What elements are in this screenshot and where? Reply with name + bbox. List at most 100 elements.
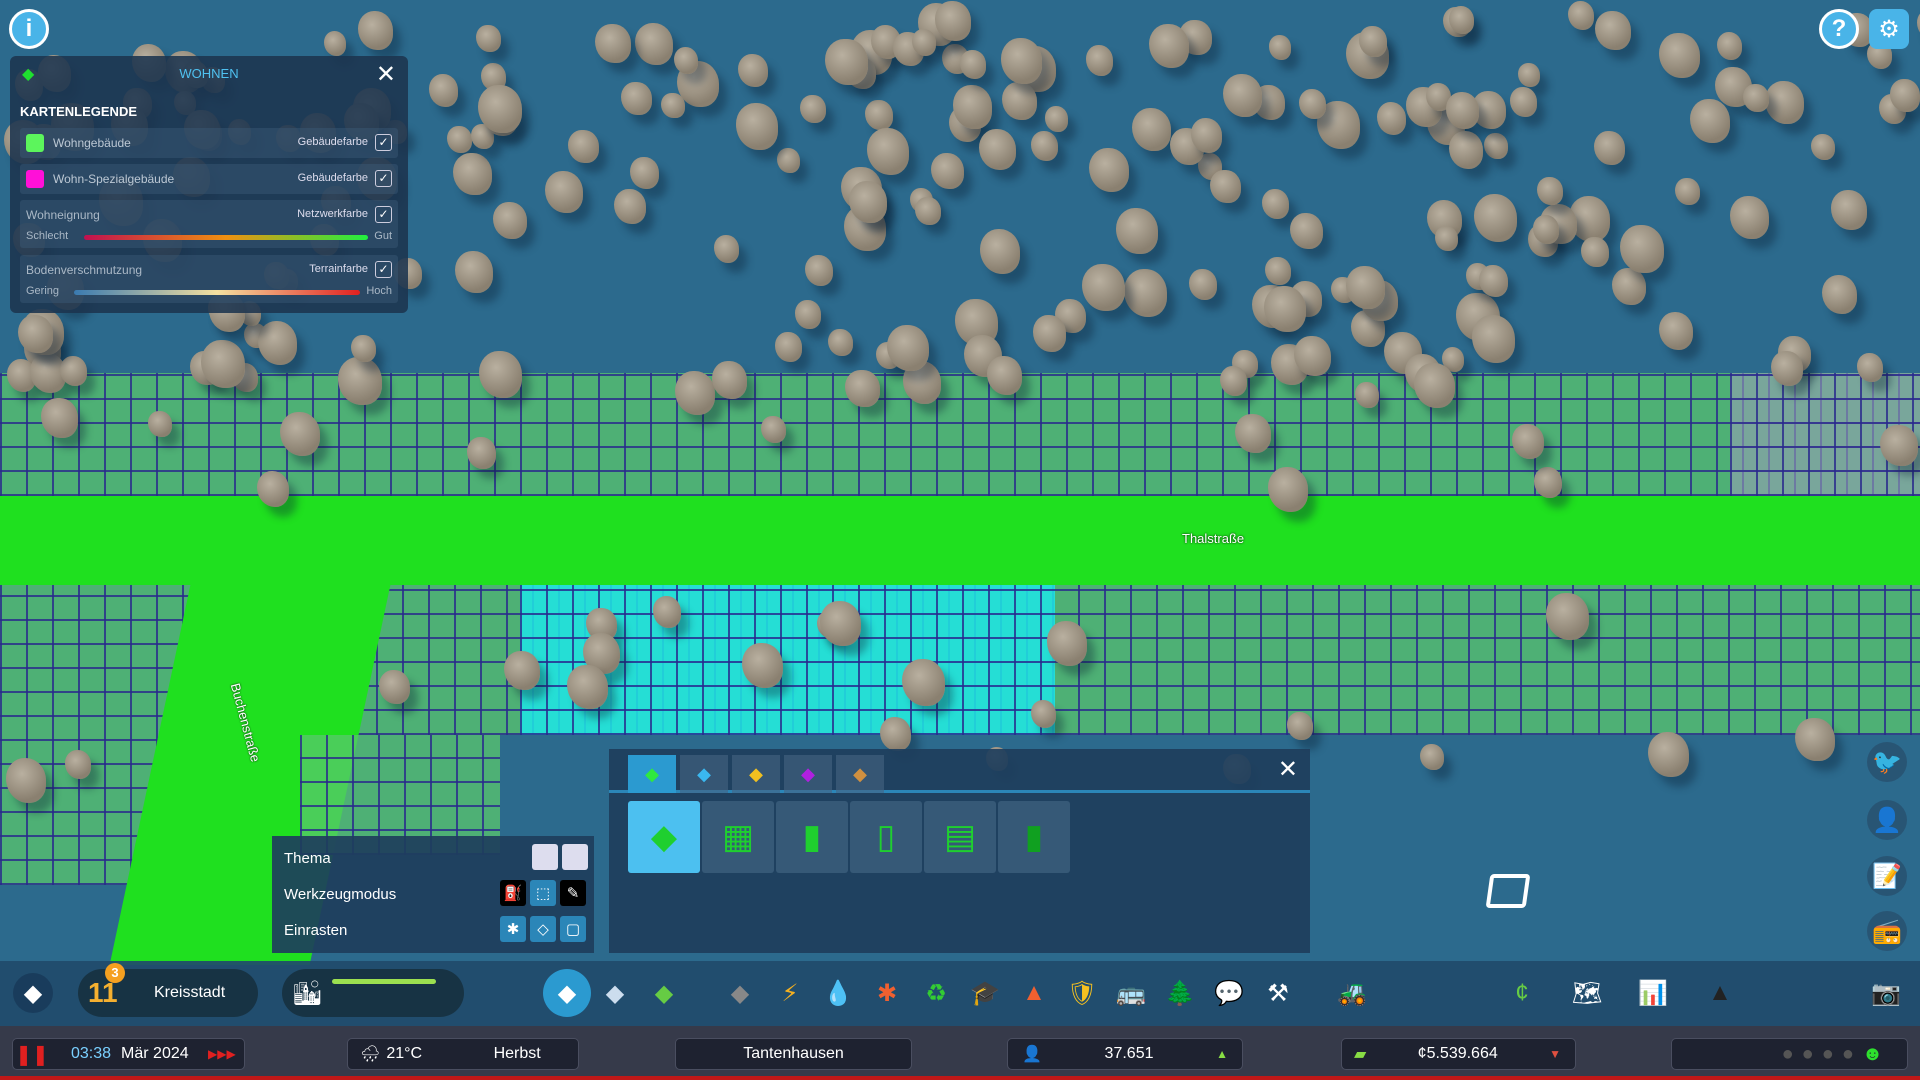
tree [1510,87,1538,118]
theme-europe-icon[interactable] [532,844,558,870]
close-icon[interactable]: ✕ [375,61,396,88]
gradient-low-label: Gering [26,285,60,297]
theme-america-icon[interactable] [562,844,588,870]
tree [1546,593,1590,641]
tab-commercial[interactable]: ◆ [680,755,728,793]
tab-office[interactable]: ◆ [784,755,832,793]
snap-zone-icon[interactable]: ◇ [530,916,556,942]
pause-button[interactable]: ❚❚ [15,1043,49,1066]
tab-residential[interactable]: ◆ [628,755,676,793]
tree [1298,89,1327,120]
statistics-icon[interactable]: 📊 [1638,979,1668,1007]
tree [761,415,786,444]
happiness-display[interactable]: ● ● ● ● ☻ [1671,1038,1908,1070]
snap-all-icon[interactable]: ✱ [500,916,526,942]
tree [1235,414,1272,454]
milestone-button[interactable]: 11 3 Kreisstadt [78,963,258,1017]
tree [1619,225,1664,274]
journal-icon[interactable]: 📝 [1867,856,1907,896]
tree [1046,621,1087,666]
water-icon[interactable]: 💧 [823,979,853,1007]
zone-tile-row-housing[interactable]: ▦ [702,801,774,873]
road-thalstrasse[interactable] [0,496,1920,585]
checkbox[interactable]: ✓ [375,206,392,223]
marquee-icon[interactable]: ⬚ [530,880,556,906]
legend-mode: Gebäudefarbe [297,172,368,184]
city-progress-button[interactable]: 🏙 [282,969,464,1017]
zone-grid-gray [1730,373,1920,496]
tree [1821,274,1858,315]
tab-special[interactable]: ◆ [836,755,884,793]
tree [1658,32,1701,79]
checkbox[interactable]: ✓ [375,134,392,151]
education-icon[interactable]: 🎓 [970,979,1000,1007]
tree [880,716,912,751]
tree [1857,353,1884,382]
radio-icon[interactable]: 📻 [1867,911,1907,951]
tree [1287,712,1314,741]
tree [886,324,929,372]
zone-tile-high-density[interactable]: ▮ [998,801,1070,873]
gear-icon[interactable]: ⚙ [1869,9,1909,49]
fill-icon[interactable]: ⛽ [500,880,526,906]
zone-tile-mixed-housing[interactable]: ▯ [850,801,922,873]
legend-label: Wohn-Spezialgebäude [53,172,175,186]
tree [1419,743,1444,771]
checkbox[interactable]: ✓ [375,170,392,187]
very-happy-icon: ☻ [1861,1042,1883,1065]
option-label: Thema [284,850,331,867]
milestone-name: Kreisstadt [154,984,226,1001]
parks-icon[interactable]: 🌲 [1165,979,1195,1007]
city-name[interactable]: Tantenhausen [675,1038,912,1070]
info-icon[interactable]: i [9,9,49,49]
paint-brush-icon[interactable]: ✎ [560,880,586,906]
roads-icon[interactable]: ◆ [730,979,750,1007]
photo-mode-icon[interactable]: 📷 [1871,979,1901,1007]
speed-button[interactable]: ▶▶▶ [208,1047,236,1061]
police-icon[interactable]: 🛡 [1066,979,1098,1007]
checkbox[interactable]: ✓ [375,261,392,278]
tree [911,28,937,56]
bulldozer-icon[interactable]: 🚜 [1337,979,1367,1007]
landscaping-icon[interactable]: ◆ [654,979,674,1007]
help-icon[interactable]: ? [1819,9,1859,49]
shovel-icon[interactable]: ⚒ [1267,979,1289,1007]
tree [148,411,172,438]
electricity-icon[interactable]: ⚡ [781,979,799,1007]
garbage-icon[interactable]: ♻ [925,979,947,1007]
tree [987,356,1023,395]
person-icon: 👤 [1022,1046,1042,1063]
health-icon[interactable]: ✱ [876,979,898,1007]
economy-icon[interactable]: ¢ [1515,979,1529,1006]
zone-tile-medium-apartments[interactable]: ▤ [924,801,996,873]
rain-cloud-icon: 🌧 [360,1046,381,1063]
transport-icon[interactable]: 🚌 [1116,979,1146,1007]
tree [1188,268,1218,300]
disaster-icon[interactable]: ▲ [1708,979,1732,1006]
legend-label: Wohngebäude [53,136,131,150]
tree [1473,193,1518,242]
temperature: 21°C [386,1045,423,1062]
fire-icon[interactable]: ▲ [1022,979,1046,1006]
chirper-icon[interactable]: 🐦 [1867,742,1907,782]
money-display[interactable]: ▰ ¢5.539.664 ▼ [1341,1038,1576,1070]
tab-industrial[interactable]: ◆ [732,755,780,793]
transport-map-icon[interactable]: 🗺 [1571,979,1603,1007]
tree [1413,362,1456,408]
tree [930,152,965,190]
zone-tile-medium-density[interactable]: ▮ [776,801,848,873]
areas-icon[interactable]: ◆ [605,979,625,1007]
population-display[interactable]: 👤 37.651 ▲ [1007,1038,1243,1070]
tree [201,340,245,389]
zone-tile-low-density[interactable]: ◆ [628,801,700,873]
snap-grid-icon[interactable]: ▢ [560,916,586,942]
citizen-icon[interactable]: 👤 [1867,800,1907,840]
tree [453,152,492,196]
zoning-icon[interactable]: ◆ [543,969,591,1017]
communication-icon[interactable]: 💬 [1214,979,1244,1007]
tree [673,46,699,74]
tree [800,94,826,123]
close-icon[interactable]: ✕ [1277,756,1298,783]
map-tiles-icon[interactable]: ◆ [13,973,53,1013]
